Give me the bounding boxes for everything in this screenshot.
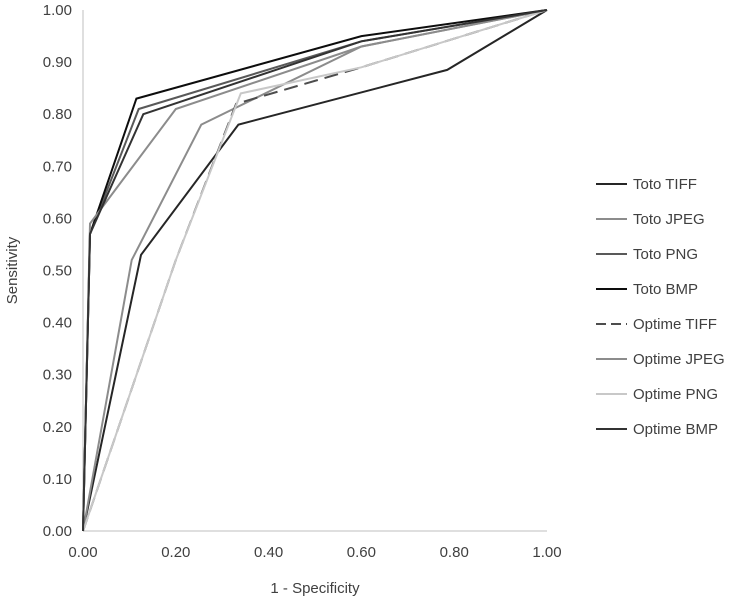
legend-label: Optime TIFF [633, 316, 717, 333]
x-tick-label: 0.80 [440, 544, 469, 561]
x-tick-label: 1.00 [532, 544, 561, 561]
y-tick-label: 1.00 [43, 2, 72, 19]
legend-label: Toto JPEG [633, 211, 705, 228]
y-tick-label: 0.40 [43, 315, 72, 332]
y-tick-label: 0.10 [43, 471, 72, 488]
series-line [82, 9, 548, 532]
series-line [82, 9, 548, 532]
x-tick-label: 0.00 [68, 544, 97, 561]
y-tick-label: 0.80 [43, 106, 72, 123]
series-line [82, 9, 548, 532]
y-axis-title: Sensitivity [4, 236, 21, 304]
series-line [82, 9, 548, 532]
x-axis-title: 1 - Specificity [270, 580, 360, 597]
y-tick-label: 0.20 [43, 419, 72, 436]
legend: Toto TIFF Toto JPEG Toto PNG Toto BMP Optime… [596, 176, 725, 438]
y-tick-label: 0.60 [43, 210, 72, 227]
y-tick-label: 0.50 [43, 263, 72, 280]
axes: 0.00 0.10 0.20 0.30 0.40 0.50 0.60 0.70 0.80 0.90… [43, 2, 562, 561]
series-line [82, 9, 548, 532]
legend-label: Optime JPEG [633, 351, 725, 368]
series-line [82, 9, 548, 532]
x-tick-label: 0.20 [161, 544, 190, 561]
legend-label: Optime BMP [633, 421, 718, 438]
y-tick-label: 0.30 [43, 367, 72, 384]
y-tick-label: 0.90 [43, 54, 72, 71]
y-tick-label: 0.00 [43, 523, 72, 540]
legend-label: Optime PNG [633, 386, 718, 403]
legend-label: Toto BMP [633, 281, 698, 298]
legend-label: Toto PNG [633, 246, 698, 263]
x-tick-label: 0.60 [347, 544, 376, 561]
y-tick-label: 0.70 [43, 158, 72, 175]
series-line [82, 9, 548, 532]
series-line [82, 9, 548, 532]
legend-label: Toto TIFF [633, 176, 697, 193]
x-tick-label: 0.40 [254, 544, 283, 561]
series-lines [82, 9, 548, 532]
